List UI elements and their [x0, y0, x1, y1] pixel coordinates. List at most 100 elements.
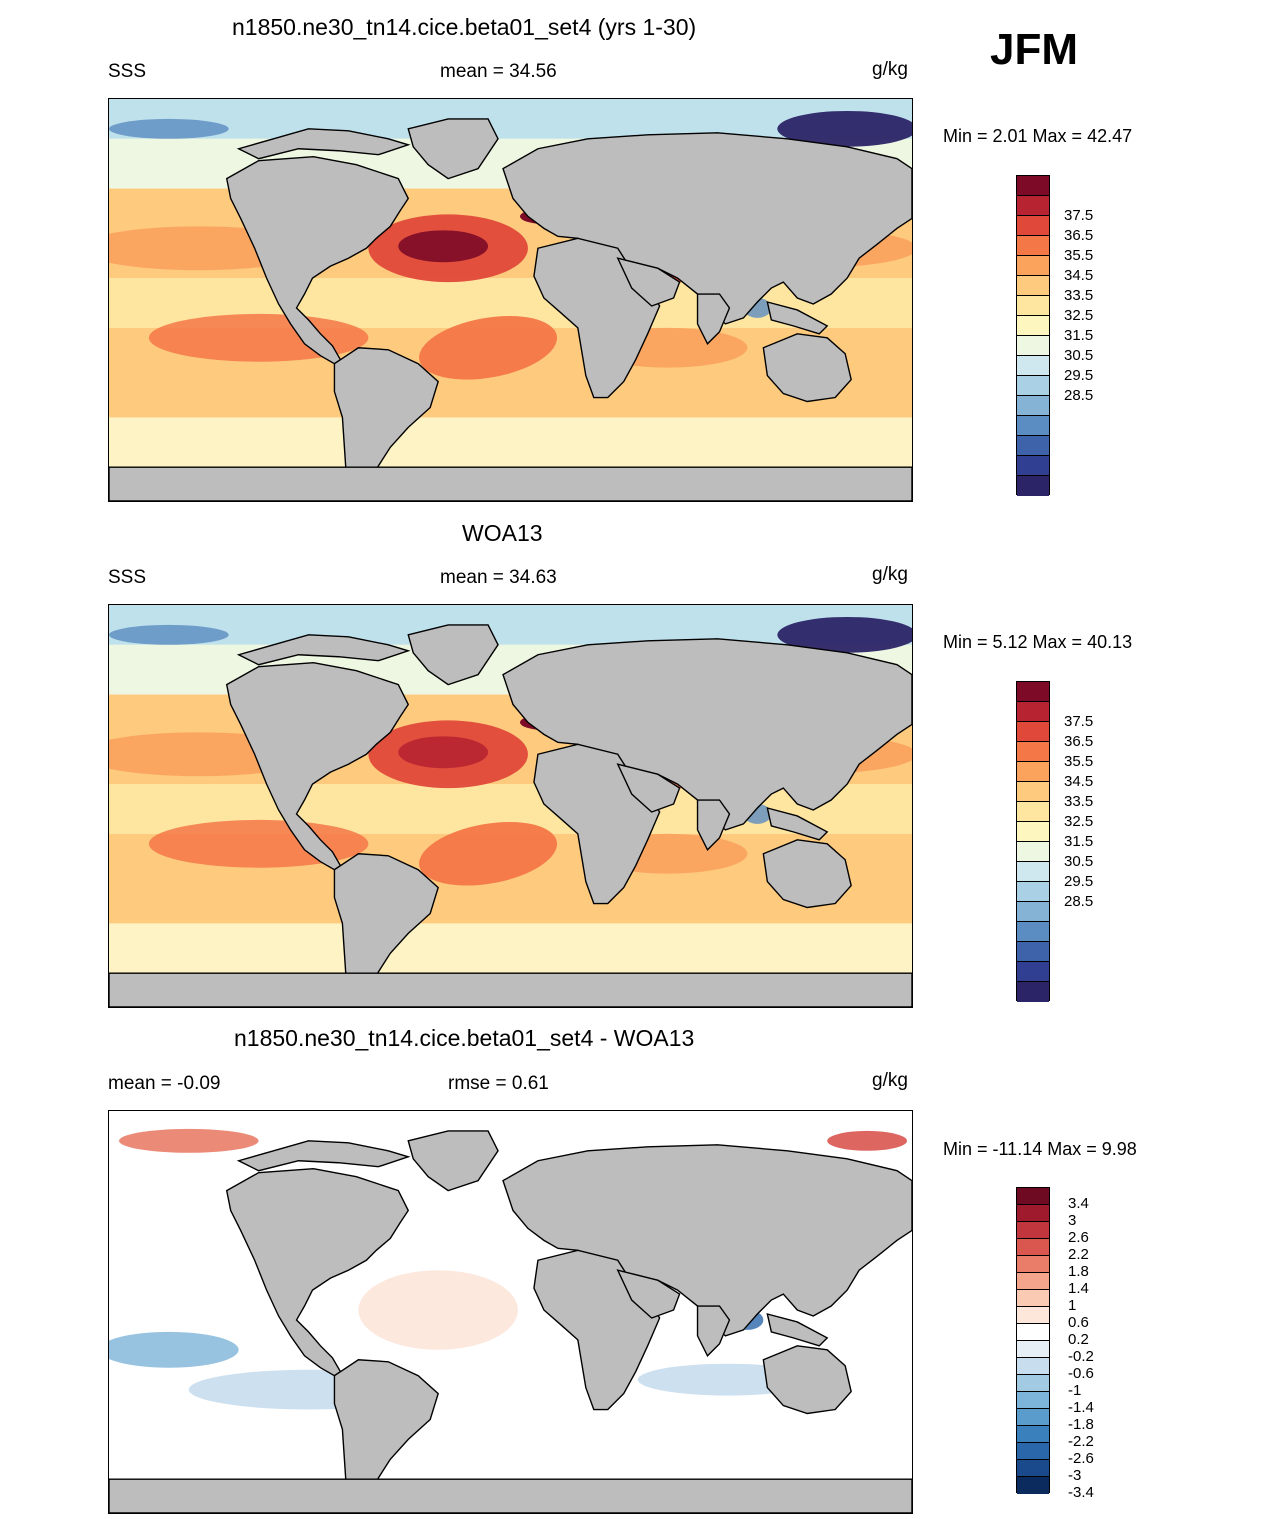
colorbar-box: [1017, 1392, 1049, 1409]
colorbar-box: [1017, 1307, 1049, 1324]
landmass: [762, 1345, 852, 1415]
colorbar-box: [1017, 216, 1049, 236]
colorbar-label: 28.5: [1064, 387, 1094, 404]
salinity-field: [419, 315, 558, 380]
colorbar-box: [1017, 296, 1049, 316]
colorbar-label: -0.6: [1068, 1365, 1094, 1382]
landmass: [696, 799, 731, 851]
colorbar-label: 29.5: [1064, 367, 1094, 384]
colorbar-label: 34.5: [1064, 267, 1094, 284]
colorbar-label: -1.8: [1068, 1416, 1094, 1433]
colorbar: [1016, 681, 1050, 1002]
colorbar-box: [1017, 1409, 1049, 1426]
colorbar-box: [1017, 762, 1049, 782]
salinity-field: [109, 118, 229, 139]
colorbar-label: 30.5: [1064, 853, 1094, 870]
colorbar-box: [1017, 1222, 1049, 1239]
colorbar-label: 33.5: [1064, 793, 1094, 810]
units-label: g/kg: [872, 1070, 908, 1091]
colorbar-box: [1017, 1290, 1049, 1307]
colorbar-label: 30.5: [1064, 347, 1094, 364]
map-svg: [109, 99, 912, 501]
colorbar-box: [1017, 1375, 1049, 1392]
season-label: JFM: [990, 25, 1078, 74]
landmass: [225, 156, 410, 365]
colorbar-box: [1017, 476, 1049, 496]
colorbar-box: [1017, 416, 1049, 436]
colorbar-box: [1017, 1205, 1049, 1222]
landmass: [762, 333, 852, 403]
panel-title: n1850.ne30_tn14.cice.beta01_set4 - WOA13: [234, 1025, 695, 1051]
colorbar-label: -3.4: [1068, 1484, 1094, 1501]
colorbar-label: 37.5: [1064, 207, 1094, 224]
landmass: [109, 466, 912, 501]
colorbar-label: 35.5: [1064, 247, 1094, 264]
colorbar-box: [1017, 256, 1049, 276]
salinity-map-obs: [108, 604, 913, 1008]
colorbar-box: [1017, 1426, 1049, 1443]
colorbar-label: 0.6: [1068, 1314, 1089, 1331]
colorbar-box: [1017, 176, 1049, 196]
salinity-field: [398, 736, 489, 769]
colorbar-label: 28.5: [1064, 893, 1094, 910]
salinity-map-model: [108, 98, 913, 502]
colorbar-label: 29.5: [1064, 873, 1094, 890]
landmass: [616, 257, 681, 307]
salinity-field: [118, 1128, 259, 1153]
colorbar-box: [1017, 336, 1049, 356]
colorbar-label: 33.5: [1064, 287, 1094, 304]
colorbar-box: [1017, 236, 1049, 256]
colorbar-label: 31.5: [1064, 833, 1094, 850]
colorbar-box: [1017, 456, 1049, 476]
colorbar: [1016, 175, 1050, 496]
salinity-field: [777, 110, 912, 147]
colorbar-box: [1017, 196, 1049, 216]
colorbar-box: [1017, 1477, 1049, 1494]
landmass: [616, 763, 681, 813]
colorbar-label: 2.6: [1068, 1229, 1089, 1246]
colorbar-box: [1017, 742, 1049, 762]
colorbar: [1016, 1187, 1050, 1494]
colorbar-box: [1017, 356, 1049, 376]
colorbar-label: -1: [1068, 1382, 1082, 1399]
colorbar-label: -1.4: [1068, 1399, 1094, 1416]
panel-title: n1850.ne30_tn14.cice.beta01_set4 (yrs 1-…: [232, 14, 697, 40]
landmass: [407, 624, 499, 686]
landmass: [333, 347, 439, 497]
colorbar-box: [1017, 922, 1049, 942]
panel-title: WOA13: [462, 520, 543, 546]
colorbar-label: -3: [1068, 1467, 1082, 1484]
colorbar-box: [1017, 396, 1049, 416]
colorbar-box: [1017, 942, 1049, 962]
colorbar-box: [1017, 682, 1049, 702]
colorbar-label: 0.2: [1068, 1331, 1089, 1348]
landmass: [225, 662, 410, 871]
salinity-field: [109, 1331, 239, 1368]
colorbar-box: [1017, 436, 1049, 456]
minmax-label: Min = 5.12 Max = 40.13: [943, 632, 1133, 652]
colorbar-box: [1017, 882, 1049, 902]
landmass: [766, 301, 829, 335]
colorbar-label: 3: [1068, 1212, 1077, 1229]
salinity-band: [109, 99, 912, 139]
landmass: [766, 807, 829, 841]
colorbar-label: -2.6: [1068, 1450, 1094, 1467]
landmass: [109, 1478, 912, 1513]
salinity-field: [827, 1130, 908, 1151]
colorbar-label: 35.5: [1064, 753, 1094, 770]
colorbar-box: [1017, 902, 1049, 922]
landmass: [407, 118, 499, 180]
colorbar-box: [1017, 1460, 1049, 1477]
colorbar-label: 31.5: [1064, 327, 1094, 344]
rmse-label: rmse = 0.61: [448, 1073, 549, 1094]
map-svg: [109, 605, 912, 1007]
colorbar-label: 1.4: [1068, 1280, 1089, 1297]
variable-label: SSS: [108, 61, 147, 82]
colorbar-box: [1017, 1324, 1049, 1341]
colorbar-box: [1017, 982, 1049, 1002]
salinity-band: [109, 605, 912, 645]
minmax-label: Min = 2.01 Max = 42.47: [943, 126, 1133, 146]
minmax-label: Min = -11.14 Max = 9.98: [943, 1139, 1137, 1159]
salinity-field: [777, 616, 912, 653]
colorbar-label: -2.2: [1068, 1433, 1094, 1450]
